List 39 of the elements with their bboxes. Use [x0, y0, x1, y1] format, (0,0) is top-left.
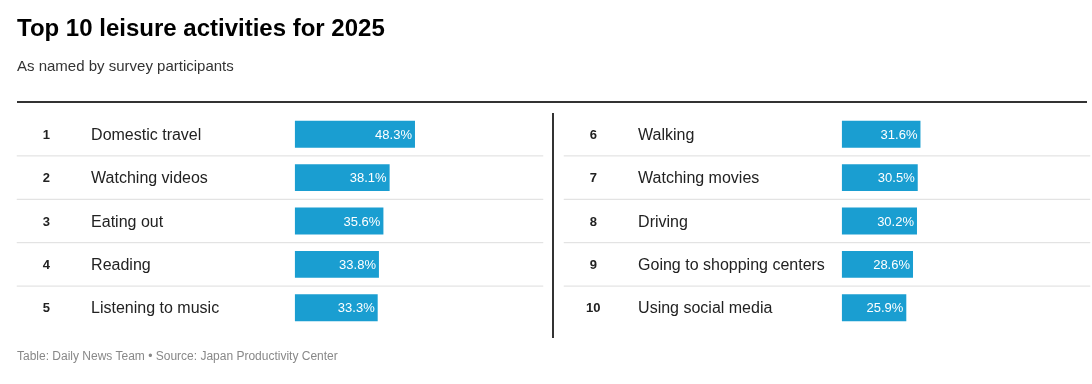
bar — [294, 164, 390, 192]
data-label: 33.3% — [337, 300, 376, 316]
data-label: 35.6% — [343, 213, 381, 229]
category-label: Using social media — [638, 299, 773, 317]
text: 8 — [589, 213, 597, 229]
text: 10 — [586, 300, 601, 316]
text: 3 — [42, 213, 50, 229]
text: 2 — [42, 170, 50, 186]
text: 7 — [589, 170, 597, 186]
data-label: 33.8% — [339, 256, 377, 272]
category-label: Walking — [638, 125, 695, 143]
category-label: Reading — [91, 255, 151, 273]
bar — [294, 294, 378, 322]
chart-title: Top 10 leisure activities for 2025 — [17, 13, 385, 43]
data-label: 31.6% — [880, 126, 918, 142]
category-label: Driving — [638, 212, 688, 230]
text: As named by survey participants — [17, 56, 234, 76]
bar — [294, 120, 415, 148]
data-label: 48.3% — [375, 126, 413, 142]
text: 6 — [589, 126, 597, 142]
text: 9 — [589, 256, 597, 272]
data-label: 25.9% — [866, 300, 904, 316]
text: 1 — [42, 126, 50, 142]
category-label: Domestic travel — [91, 125, 202, 143]
category-label: Watching videos — [91, 169, 208, 187]
data-label: 28.6% — [873, 256, 911, 272]
text: 5 — [42, 300, 50, 316]
text: Table: Daily News Team • Source: Japan Productivity Center — [17, 348, 338, 365]
data-label: 38.1% — [349, 170, 388, 186]
category-label: Listening to music — [91, 299, 220, 317]
category-label: Watching movies — [638, 169, 760, 187]
bar — [841, 164, 918, 192]
data-label: 30.2% — [877, 213, 915, 229]
bar — [294, 250, 379, 278]
category-label: Going to shopping centers — [638, 255, 825, 273]
category-label: Eating out — [91, 212, 164, 230]
text: 4 — [42, 256, 51, 272]
data-label: 30.5% — [877, 170, 916, 186]
bar — [841, 120, 921, 148]
